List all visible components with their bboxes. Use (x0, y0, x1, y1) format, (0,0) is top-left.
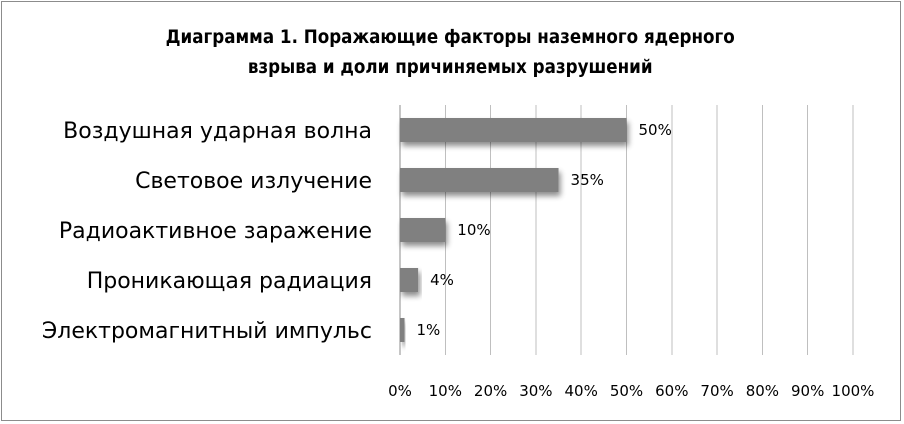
gridlines (399, 105, 854, 355)
x-tick-label: 80% (746, 382, 779, 400)
bar (400, 118, 627, 142)
x-tick-label: 50% (610, 382, 643, 400)
bar (400, 318, 405, 342)
bars (400, 118, 627, 342)
category-labels: Воздушная ударная волна Световое излучени… (42, 119, 372, 344)
data-label: 50% (639, 121, 672, 139)
x-tick-label: 0% (388, 382, 412, 400)
chart-title: Диаграмма 1. Поражающие факторы наземног… (52, 22, 848, 82)
x-tick-label: 70% (700, 382, 733, 400)
data-label: 10% (457, 221, 490, 239)
x-tick-label: 100% (832, 382, 875, 400)
data-label: 4% (430, 271, 454, 289)
x-tick-label: 40% (565, 382, 598, 400)
bar (400, 268, 419, 292)
data-labels: 50% 35% 10% 4% 1% (417, 121, 672, 339)
x-tick-label: 10% (429, 382, 462, 400)
x-tick-label: 60% (655, 382, 688, 400)
category-label: Электромагнитный импульс (42, 319, 372, 344)
chart-title-line-2: взрыва и доли причиняемых разрушений (247, 56, 653, 78)
bar (400, 168, 559, 192)
data-label: 1% (417, 321, 441, 339)
category-label: Воздушная ударная волна (63, 119, 372, 144)
category-label: Световое излучение (135, 169, 372, 194)
category-label: Радиоактивное заражение (59, 219, 372, 244)
x-tick-label: 30% (519, 382, 552, 400)
x-axis-tick-labels: 0% 10% 20% 30% 40% 50% 60% 70% 80% 90% 100% (388, 382, 874, 400)
bar (400, 218, 446, 242)
x-tick-label: 90% (791, 382, 824, 400)
x-tick-label: 20% (474, 382, 507, 400)
chart-title-line-1: Диаграмма 1. Поражающие факторы наземног… (165, 26, 735, 48)
data-label: 35% (571, 171, 604, 189)
category-label: Проникающая радиация (87, 269, 372, 294)
